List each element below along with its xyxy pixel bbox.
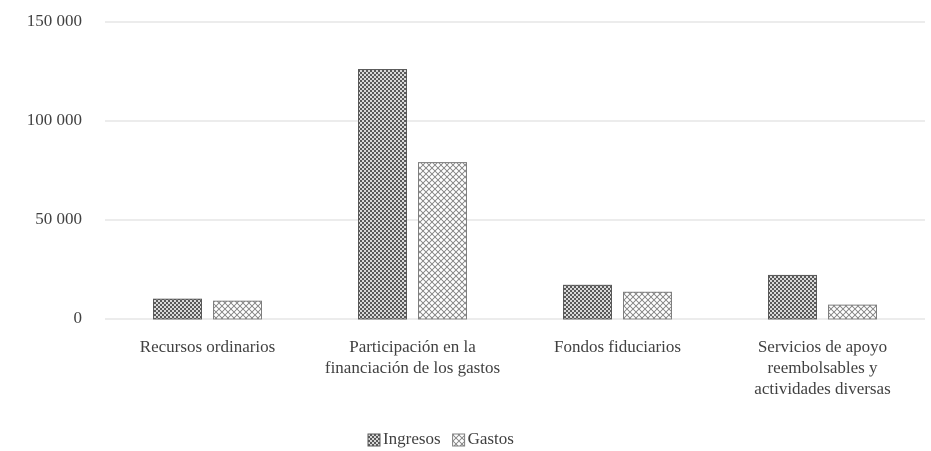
x-tick-label: Servicios de apoyo reembolsables y activ…	[754, 337, 891, 398]
legend-label: Ingresos	[383, 429, 441, 448]
bar	[563, 284, 612, 320]
y-tick-label: 150 000	[27, 11, 82, 30]
x-tick-label: Participación en la financiación de los …	[324, 337, 501, 377]
y-tick-label: 100 000	[27, 110, 82, 129]
legend-swatch	[452, 433, 466, 447]
bar	[828, 304, 877, 320]
x-tick-label: Recursos ordinarios	[139, 337, 276, 356]
x-tick-label: Fondos fiduciarios	[553, 337, 682, 356]
bar	[213, 300, 262, 320]
bar	[623, 291, 672, 320]
bar	[418, 162, 467, 320]
legend-swatch	[367, 433, 381, 447]
y-tick-label: 50 000	[35, 209, 82, 228]
bar	[358, 69, 407, 320]
bar	[768, 274, 817, 320]
legend-label: Gastos	[468, 429, 514, 448]
bar	[153, 298, 202, 320]
y-tick-label: 0	[74, 308, 83, 327]
